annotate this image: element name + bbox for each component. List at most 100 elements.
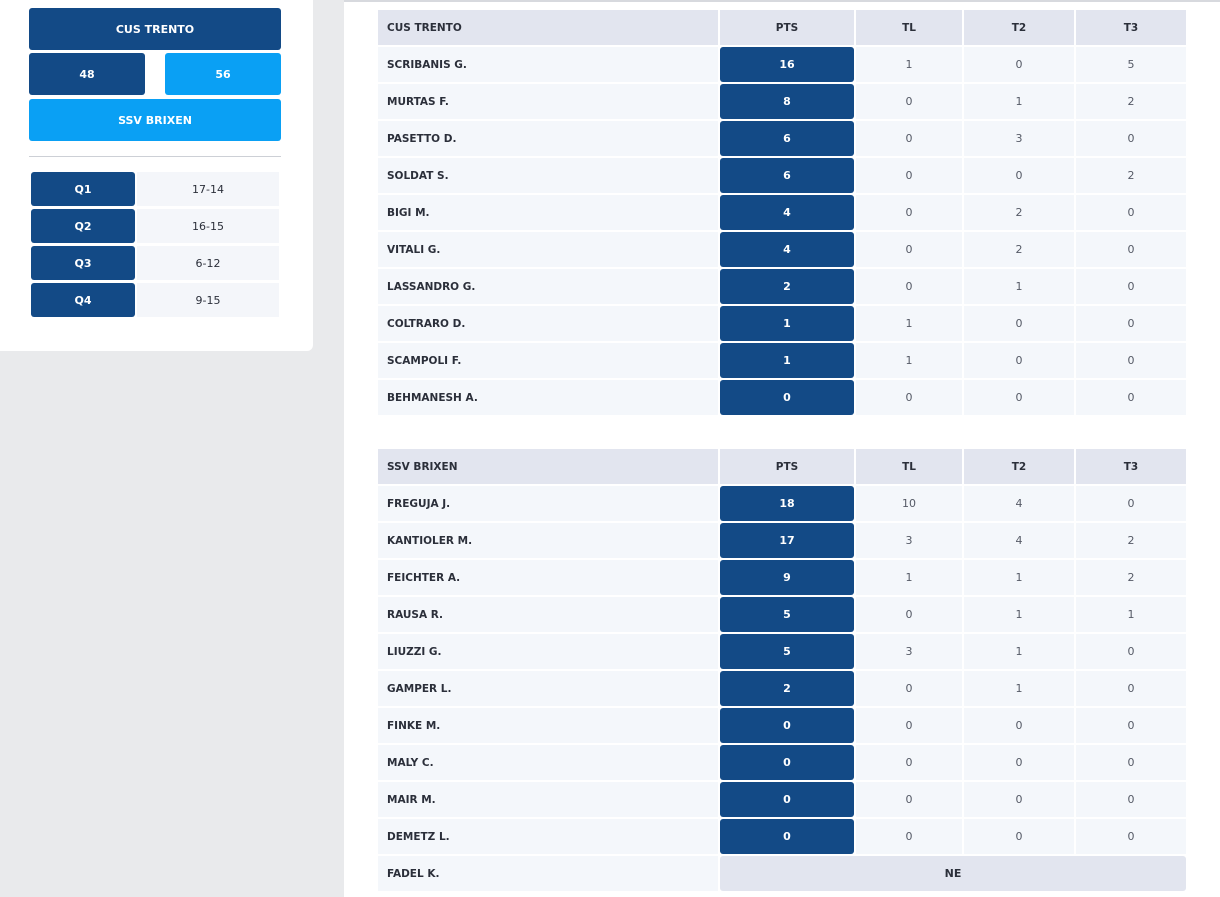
table-row: VITALI G. 4 0 2 0	[378, 232, 1186, 267]
player-tl: 0	[856, 84, 962, 119]
player-pts: 4	[720, 195, 854, 230]
table-row: RAUSA R. 5 0 1 1	[378, 597, 1186, 632]
player-t3: 0	[1076, 745, 1186, 780]
player-t3: 2	[1076, 158, 1186, 193]
pts-header[interactable]: PTS	[720, 10, 854, 45]
player-tl: 3	[856, 523, 962, 558]
player-name: MALY C.	[378, 745, 718, 780]
t3-header[interactable]: T3	[1076, 449, 1186, 484]
player-tl: 10	[856, 486, 962, 521]
table-row: MAIR M. 0 0 0 0	[378, 782, 1186, 817]
home-team-button[interactable]: CUS TRENTO	[29, 8, 281, 50]
not-entered-badge: NE	[720, 856, 1186, 891]
home-score: 48	[29, 53, 145, 95]
player-t3: 2	[1076, 560, 1186, 595]
player-t3: 5	[1076, 47, 1186, 82]
player-pts: 1	[720, 343, 854, 378]
table-row: KANTIOLER M. 17 3 4 2	[378, 523, 1186, 558]
player-t3: 0	[1076, 782, 1186, 817]
player-pts: 17	[720, 523, 854, 558]
player-t2: 1	[964, 671, 1074, 706]
player-t2: 1	[964, 597, 1074, 632]
table-row: LIUZZI G. 5 3 1 0	[378, 634, 1186, 669]
player-tl: 0	[856, 380, 962, 415]
player-t3: 0	[1076, 819, 1186, 854]
player-name: SCRIBANIS G.	[378, 47, 718, 82]
away-team-button[interactable]: SSV BRIXEN	[29, 99, 281, 141]
divider	[29, 156, 281, 157]
player-t2: 0	[964, 158, 1074, 193]
player-t2: 0	[964, 306, 1074, 341]
player-name: LASSANDRO G.	[378, 269, 718, 304]
player-tl: 3	[856, 634, 962, 669]
table-row: MALY C. 0 0 0 0	[378, 745, 1186, 780]
player-name: BEHMANESH A.	[378, 380, 718, 415]
table-header: CUS TRENTO PTS TL T2 T3	[378, 10, 1186, 45]
table-row: LASSANDRO G. 2 0 1 0	[378, 269, 1186, 304]
player-tl: 0	[856, 269, 962, 304]
player-tl: 1	[856, 343, 962, 378]
player-t2: 0	[964, 782, 1074, 817]
table-row: SCAMPOLI F. 1 1 0 0	[378, 343, 1186, 378]
player-t3: 2	[1076, 523, 1186, 558]
player-t3: 2	[1076, 84, 1186, 119]
player-name: MAIR M.	[378, 782, 718, 817]
player-name: BIGI M.	[378, 195, 718, 230]
player-t2: 0	[964, 819, 1074, 854]
player-t2: 0	[964, 47, 1074, 82]
player-t3: 0	[1076, 269, 1186, 304]
top-border	[344, 0, 1220, 2]
t2-header[interactable]: T2	[964, 449, 1074, 484]
player-tl: 0	[856, 708, 962, 743]
player-pts: 2	[720, 671, 854, 706]
player-pts: 2	[720, 269, 854, 304]
table-row: COLTRARO D. 1 1 0 0	[378, 306, 1186, 341]
pts-header[interactable]: PTS	[720, 449, 854, 484]
player-tl: 0	[856, 782, 962, 817]
player-name: PASETTO D.	[378, 121, 718, 156]
table-row: FINKE M. 0 0 0 0	[378, 708, 1186, 743]
player-pts: 1	[720, 306, 854, 341]
quarter-score: 16-15	[137, 209, 279, 243]
player-tl: 0	[856, 597, 962, 632]
player-pts: 6	[720, 158, 854, 193]
player-t2: 0	[964, 708, 1074, 743]
player-pts: 0	[720, 708, 854, 743]
table-row: BEHMANESH A. 0 0 0 0	[378, 380, 1186, 415]
player-name: FEICHTER A.	[378, 560, 718, 595]
table-row: BIGI M. 4 0 2 0	[378, 195, 1186, 230]
player-tl: 0	[856, 158, 962, 193]
player-name: MURTAS F.	[378, 84, 718, 119]
player-t2: 4	[964, 486, 1074, 521]
player-tl: 0	[856, 121, 962, 156]
player-name: FINKE M.	[378, 708, 718, 743]
table-header: SSV BRIXEN PTS TL T2 T3	[378, 449, 1186, 484]
quarter-label: Q1	[31, 172, 135, 206]
t2-header[interactable]: T2	[964, 10, 1074, 45]
quarter-score: 9-15	[137, 283, 279, 317]
player-t2: 1	[964, 269, 1074, 304]
tl-header[interactable]: TL	[856, 449, 962, 484]
table-row: FADEL K. NE	[378, 856, 1186, 891]
t3-header[interactable]: T3	[1076, 10, 1186, 45]
table-row: GAMPER L. 2 0 1 0	[378, 671, 1186, 706]
player-tl: 0	[856, 232, 962, 267]
player-pts: 0	[720, 819, 854, 854]
player-name: COLTRARO D.	[378, 306, 718, 341]
player-t2: 4	[964, 523, 1074, 558]
table-row: FEICHTER A. 9 1 1 2	[378, 560, 1186, 595]
quarter-label: Q3	[31, 246, 135, 280]
quarter-label: Q2	[31, 209, 135, 243]
quarter-score: 6-12	[137, 246, 279, 280]
player-t3: 0	[1076, 380, 1186, 415]
player-name: DEMETZ L.	[378, 819, 718, 854]
player-pts: 0	[720, 782, 854, 817]
player-name: GAMPER L.	[378, 671, 718, 706]
player-t2: 1	[964, 634, 1074, 669]
tl-header[interactable]: TL	[856, 10, 962, 45]
player-t3: 0	[1076, 708, 1186, 743]
player-tl: 0	[856, 195, 962, 230]
player-pts: 0	[720, 745, 854, 780]
table-row: DEMETZ L. 0 0 0 0	[378, 819, 1186, 854]
player-t3: 0	[1076, 121, 1186, 156]
